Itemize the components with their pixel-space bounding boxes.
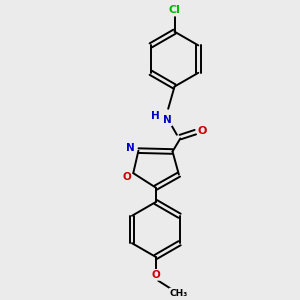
Text: CH₃: CH₃ <box>170 289 188 298</box>
Text: O: O <box>152 270 160 280</box>
Text: O: O <box>122 172 131 182</box>
Text: Cl: Cl <box>169 5 181 15</box>
Text: N: N <box>163 115 172 125</box>
Text: O: O <box>198 126 207 136</box>
Text: H: H <box>151 111 159 121</box>
Text: N: N <box>126 143 135 153</box>
